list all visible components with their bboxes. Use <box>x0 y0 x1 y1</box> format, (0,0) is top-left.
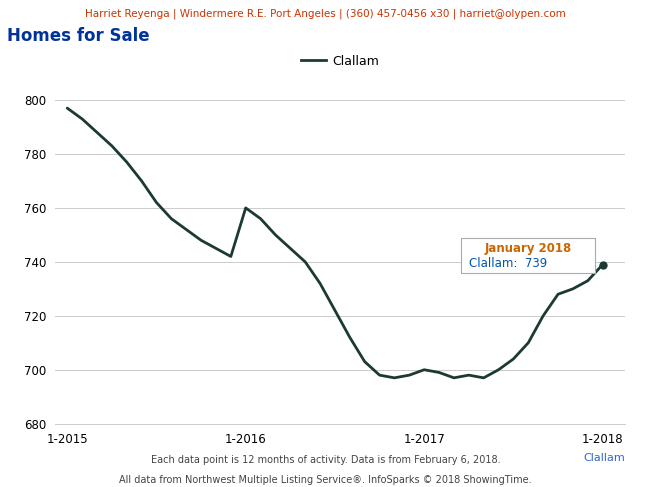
Text: Clallam: Clallam <box>583 453 625 464</box>
Legend: Clallam: Clallam <box>301 55 380 68</box>
Text: Homes for Sale: Homes for Sale <box>7 27 149 45</box>
Text: Each data point is 12 months of activity. Data is from February 6, 2018.: Each data point is 12 months of activity… <box>150 455 501 465</box>
Text: Harriet Reyenga | Windermere R.E. Port Angeles | (360) 457-0456 x30 | harriet@ol: Harriet Reyenga | Windermere R.E. Port A… <box>85 8 566 19</box>
FancyBboxPatch shape <box>462 238 595 273</box>
Text: Clallam:  739: Clallam: 739 <box>469 257 547 270</box>
Text: January 2018: January 2018 <box>484 242 572 255</box>
Text: All data from Northwest Multiple Listing Service®. InfoSparks © 2018 ShowingTime: All data from Northwest Multiple Listing… <box>119 475 532 485</box>
